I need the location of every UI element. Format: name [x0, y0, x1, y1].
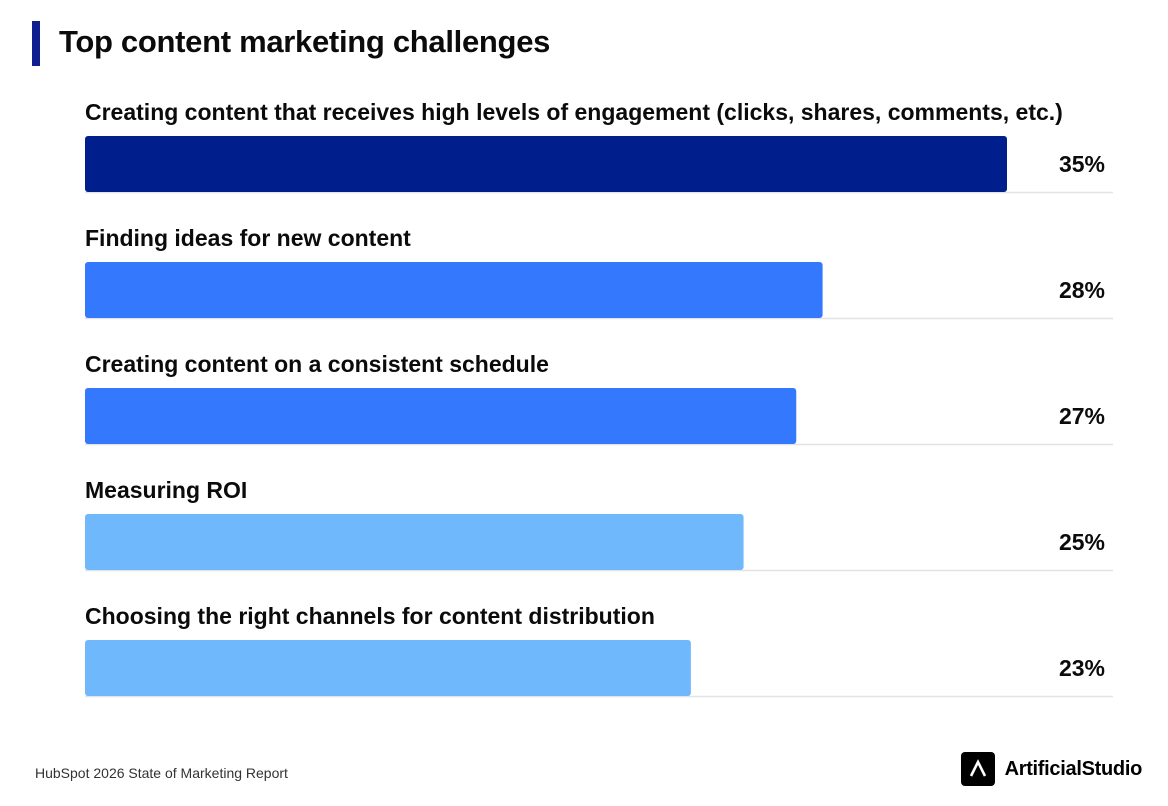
title-accent-bar [32, 21, 40, 66]
bar [85, 262, 823, 318]
category-label: Measuring ROI [85, 477, 247, 503]
bar [85, 640, 691, 696]
bar [85, 136, 1007, 192]
bar [85, 388, 797, 444]
source-note: HubSpot 2026 State of Marketing Report [35, 765, 288, 781]
value-label: 23% [1059, 655, 1105, 681]
artificialstudio-logo-icon [960, 752, 995, 786]
value-label: 35% [1059, 151, 1105, 177]
bar [85, 514, 744, 570]
brand-logo: ArtificialStudio [960, 752, 1143, 786]
value-label: 28% [1059, 277, 1105, 303]
category-label: Creating content that receives high leve… [85, 99, 1063, 125]
value-label: 25% [1059, 529, 1105, 555]
category-label: Choosing the right channels for content … [85, 603, 655, 629]
value-label: 27% [1059, 403, 1105, 429]
category-label: Finding ideas for new content [85, 225, 411, 251]
brand-name: ArtificialStudio [1004, 757, 1143, 780]
chart-title: Top content marketing challenges [59, 24, 551, 59]
category-label: Creating content on a consistent schedul… [85, 351, 549, 377]
